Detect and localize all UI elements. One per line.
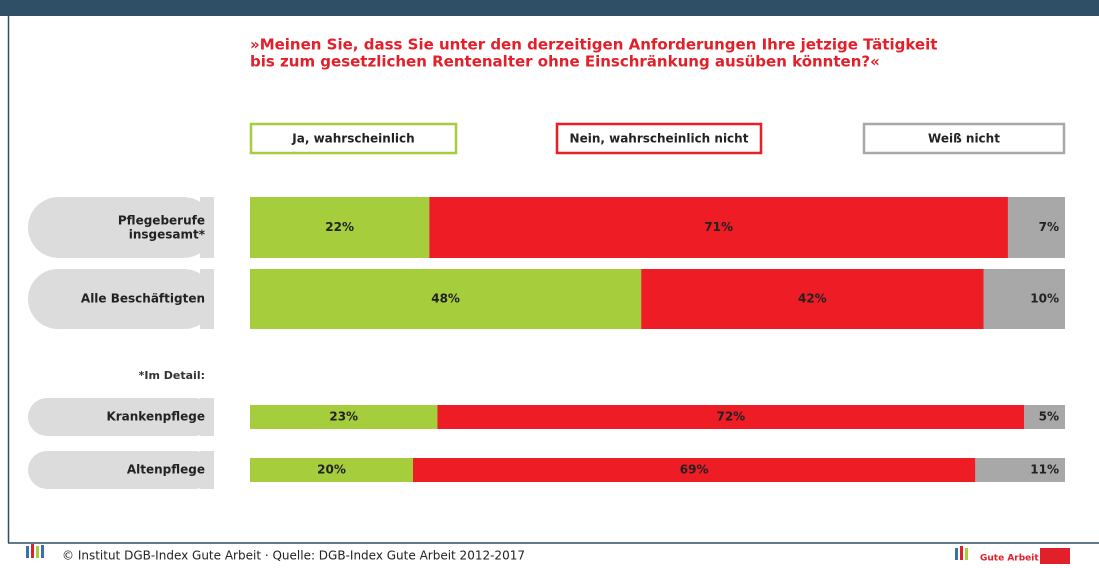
top-band	[0, 0, 1099, 16]
value-label: 69%	[680, 463, 709, 477]
logo-left	[26, 544, 44, 558]
bar-segment	[641, 269, 984, 329]
value-label: 71%	[704, 220, 733, 234]
category-pill-edge	[200, 451, 214, 489]
bar-segment	[975, 458, 1065, 482]
value-label: 48%	[431, 292, 460, 306]
bar-segment	[250, 269, 642, 329]
bar-segment	[437, 405, 1025, 429]
bar-segment	[413, 458, 976, 482]
legend-label: Ja, wahrscheinlich	[291, 132, 414, 146]
logo-right	[955, 546, 1070, 564]
legend-box	[862, 122, 1066, 155]
category-pill	[28, 269, 214, 329]
category-pill-edge	[200, 398, 214, 436]
category-pill	[28, 398, 214, 436]
bar-segment	[250, 197, 430, 258]
value-label: 42%	[798, 292, 827, 306]
bar-segment	[250, 405, 438, 429]
logo-text: Gute Arbeit	[980, 554, 1039, 564]
value-label: 5%	[1039, 410, 1059, 424]
value-label: 11%	[1030, 463, 1059, 477]
value-label: 10%	[1030, 292, 1059, 306]
bar-segment	[429, 197, 1008, 258]
bar-segment	[1024, 405, 1065, 429]
category-label: Altenpflege	[127, 463, 205, 477]
legend-box	[555, 122, 763, 155]
value-label: 7%	[1039, 220, 1059, 234]
value-label: 22%	[325, 220, 354, 234]
value-label: 23%	[329, 410, 358, 424]
category-label: Pflegeberufe insgesamt*	[118, 213, 206, 241]
category-label: Krankenpflege	[106, 410, 205, 424]
value-label: 20%	[317, 463, 346, 477]
chart-title: »Meinen Sie, dass Sie unter den derzeiti…	[250, 36, 937, 54]
bar-segment	[983, 269, 1065, 329]
category-pill	[28, 197, 214, 258]
legend-label: Nein, wahrscheinlich nicht	[570, 132, 749, 146]
chart-title: bis zum gesetzlichen Rentenalter ohne Ei…	[250, 53, 880, 71]
bar-segment	[1007, 197, 1065, 258]
category-pill-edge	[200, 269, 214, 329]
category-pill	[28, 451, 214, 489]
annotation: *Im Detail:	[139, 369, 205, 382]
category-label: Alle Beschäftigten	[81, 292, 205, 306]
category-pill-edge	[200, 197, 214, 258]
legend-box	[249, 122, 458, 155]
footer: © Institut DGB-Index Gute Arbeit · Quell…	[62, 549, 525, 563]
bar-segment	[250, 458, 413, 482]
legend-label: Weiß nicht	[928, 132, 1000, 146]
value-label: 72%	[716, 410, 745, 424]
